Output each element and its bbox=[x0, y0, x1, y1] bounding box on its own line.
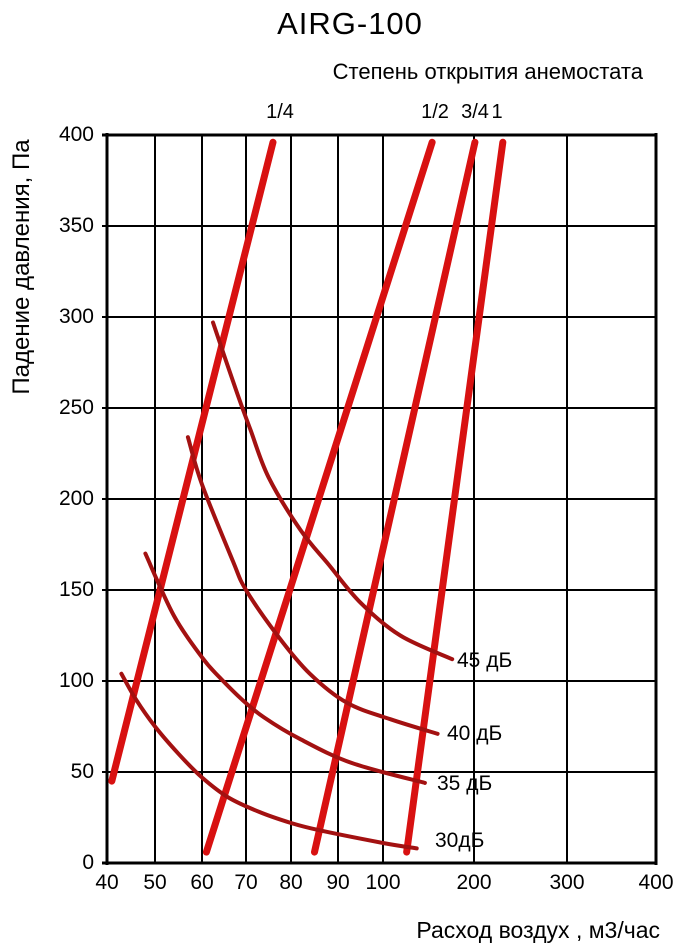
y-tick-label: 250 bbox=[58, 396, 94, 419]
x-tick-label: 80 bbox=[279, 871, 303, 894]
y-tick-label: 200 bbox=[58, 487, 94, 510]
x-tick-label: 70 bbox=[234, 871, 258, 894]
opening-degree-label: 1 bbox=[491, 101, 503, 123]
x-tick-label: 400 bbox=[638, 871, 674, 894]
opening-line bbox=[311, 138, 479, 856]
x-tick-label: 90 bbox=[326, 871, 350, 894]
noise-curve-label: 45 дБ bbox=[457, 649, 513, 672]
opening-degree-label: 1/4 bbox=[266, 101, 294, 123]
x-tick-label: 60 bbox=[190, 871, 214, 894]
noise-curve bbox=[143, 551, 427, 785]
y-tick-label: 50 bbox=[70, 760, 94, 783]
opening-degree-lines bbox=[108, 138, 507, 856]
chart-subtitle: Степень открытия анемостата bbox=[332, 59, 643, 84]
x-tick-label: 200 bbox=[456, 871, 492, 894]
noise-curve bbox=[211, 320, 455, 662]
x-tick-label: 100 bbox=[365, 871, 401, 894]
y-tick-label: 100 bbox=[58, 669, 94, 692]
noise-curve-label: 35 дБ bbox=[437, 772, 493, 795]
noise-curve bbox=[185, 435, 440, 736]
x-axis-title: Расход воздух , м3/час bbox=[416, 917, 660, 943]
y-tick-label: 300 bbox=[58, 305, 94, 328]
chart-title: AIRG-100 bbox=[277, 6, 423, 41]
opening-degree-label: 3/4 bbox=[461, 101, 489, 123]
x-tick-label: 50 bbox=[143, 871, 167, 894]
x-tick-label: 300 bbox=[549, 871, 585, 894]
noise-curves bbox=[119, 320, 455, 851]
noise-curve-label: 30дБ bbox=[435, 829, 485, 852]
y-tick-label: 350 bbox=[58, 214, 94, 237]
noise-curve-label: 40 дБ bbox=[447, 722, 503, 745]
opening-line bbox=[202, 138, 436, 856]
noise-curve bbox=[119, 671, 419, 851]
opening-line bbox=[108, 138, 277, 785]
y-tick-label: 400 bbox=[58, 123, 94, 146]
y-tick-label: 150 bbox=[58, 578, 94, 601]
opening-line bbox=[403, 138, 507, 856]
opening-degree-label: 1/2 bbox=[421, 101, 449, 123]
x-tick-label: 40 bbox=[95, 871, 119, 894]
y-tick-label: 0 bbox=[82, 851, 94, 874]
